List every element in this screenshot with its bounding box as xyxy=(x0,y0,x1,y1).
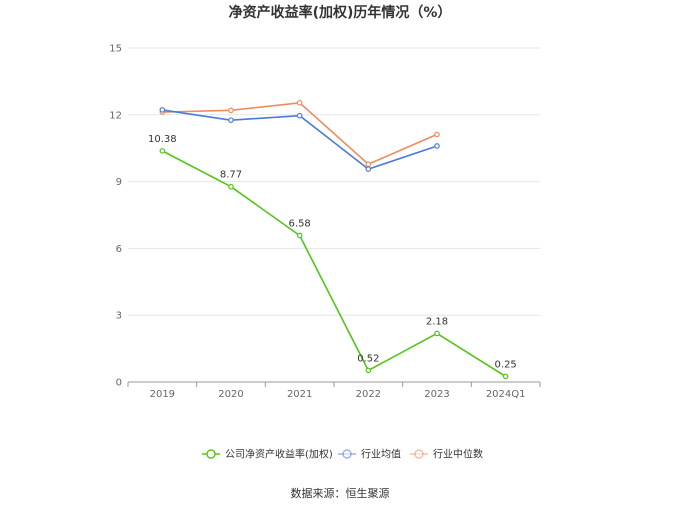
data-label-4: 2.18 xyxy=(426,316,448,327)
series-line-0 xyxy=(161,150,507,378)
data-point-s2-1 xyxy=(228,107,234,114)
data-point-s1-3 xyxy=(365,166,372,172)
data-point-s1-0 xyxy=(159,107,166,113)
data-point-s2-4 xyxy=(434,131,440,138)
data-point-s2-2 xyxy=(296,99,303,106)
x-tick-label-2021: 2021 xyxy=(287,389,312,400)
x-tick-label-2022: 2022 xyxy=(356,389,381,400)
data-label-3: 0.52 xyxy=(357,353,379,364)
grid xyxy=(128,47,540,316)
legend-label-0: 公司净资产收益率(加权) xyxy=(225,448,333,461)
legend-label-1: 行业均值 xyxy=(361,448,401,461)
data-label-1: 8.77 xyxy=(220,170,242,181)
data-point-s0-4 xyxy=(434,330,440,337)
y-tick-label-6: 6 xyxy=(116,244,122,255)
data-point-s0-0 xyxy=(159,148,166,154)
x-tick-label-2020: 2020 xyxy=(218,389,243,400)
data-label-2: 6.58 xyxy=(289,218,311,229)
data-label-5: 0.25 xyxy=(495,359,517,370)
data-point-s0-2 xyxy=(296,232,303,239)
data-point-s1-1 xyxy=(228,117,234,123)
chart-title: 净资产收益率(加权)历年情况（%） xyxy=(229,4,452,21)
x-tick-label-2024Q1: 2024Q1 xyxy=(486,389,526,400)
y-tick-label-3: 3 xyxy=(116,311,122,322)
data-source: 数据来源：恒生聚源 xyxy=(291,486,390,500)
legend-label-2: 行业中位数 xyxy=(433,448,483,461)
x-axis: 2019 2020 2021 2022 2023 2024Q1 xyxy=(127,381,541,400)
series-layer: 10.38 8.77 6.58 0.52 2.18 0.25 xyxy=(148,99,517,380)
data-point-s1-2 xyxy=(296,112,303,119)
legend-marker-0 xyxy=(206,449,216,459)
data-point-s0-5 xyxy=(502,373,509,380)
y-tick-label-0: 0 xyxy=(116,378,122,389)
series-line-1 xyxy=(162,109,438,171)
x-tick-label-2019: 2019 xyxy=(150,389,175,400)
series-line-2 xyxy=(162,101,438,166)
data-point-s0-3 xyxy=(365,367,372,374)
legend-marker-2 xyxy=(414,449,424,459)
data-label-0: 10.38 xyxy=(148,134,177,145)
y-axis: 0 3 6 9 12 15 xyxy=(109,44,122,389)
data-point-s2-3 xyxy=(365,161,372,168)
x-tick-label-2023: 2023 xyxy=(424,389,449,400)
legend: 公司净资产收益率(加权) 行业均值 行业中位数 xyxy=(202,448,483,461)
legend-marker-1 xyxy=(342,449,352,459)
y-tick-label-12: 12 xyxy=(109,110,122,121)
y-tick-label-15: 15 xyxy=(109,44,122,55)
y-tick-label-9: 9 xyxy=(116,177,122,188)
data-point-s1-4 xyxy=(434,143,440,149)
data-point-s0-1 xyxy=(228,183,234,190)
